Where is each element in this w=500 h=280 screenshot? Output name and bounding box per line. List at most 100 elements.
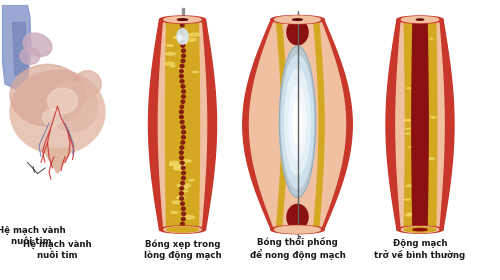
Ellipse shape	[180, 192, 184, 195]
Ellipse shape	[290, 84, 306, 160]
Ellipse shape	[426, 158, 434, 160]
Ellipse shape	[293, 99, 302, 144]
Ellipse shape	[180, 222, 184, 226]
Ellipse shape	[180, 156, 184, 159]
Polygon shape	[42, 148, 72, 174]
Ellipse shape	[174, 166, 183, 168]
Ellipse shape	[10, 70, 105, 154]
Polygon shape	[427, 20, 437, 230]
Ellipse shape	[180, 105, 184, 108]
Polygon shape	[396, 20, 444, 230]
Ellipse shape	[180, 115, 184, 119]
Ellipse shape	[270, 15, 324, 24]
Ellipse shape	[164, 227, 201, 232]
Ellipse shape	[180, 39, 184, 42]
Ellipse shape	[287, 204, 308, 230]
Polygon shape	[412, 20, 428, 230]
Ellipse shape	[174, 167, 186, 170]
Ellipse shape	[171, 212, 178, 213]
Ellipse shape	[166, 227, 198, 232]
Ellipse shape	[182, 212, 186, 216]
Ellipse shape	[182, 90, 186, 93]
Polygon shape	[404, 20, 414, 230]
Ellipse shape	[416, 19, 424, 20]
Ellipse shape	[23, 33, 52, 57]
Ellipse shape	[176, 197, 185, 199]
Text: Động mạch
trở về bình thường: Động mạch trở về bình thường	[374, 239, 466, 260]
Polygon shape	[243, 20, 352, 230]
Ellipse shape	[192, 71, 198, 73]
Text: Bóng thổi phồng
để nong động mạch: Bóng thổi phồng để nong động mạch	[250, 236, 346, 260]
Ellipse shape	[181, 59, 185, 62]
Ellipse shape	[182, 190, 188, 192]
Ellipse shape	[274, 226, 320, 233]
Ellipse shape	[280, 46, 316, 197]
Ellipse shape	[274, 16, 320, 23]
Ellipse shape	[404, 199, 410, 200]
Ellipse shape	[182, 95, 186, 98]
Ellipse shape	[180, 120, 184, 124]
Ellipse shape	[180, 29, 184, 32]
Ellipse shape	[397, 226, 443, 233]
Ellipse shape	[430, 38, 433, 39]
Ellipse shape	[180, 34, 184, 37]
Polygon shape	[314, 20, 324, 230]
Ellipse shape	[180, 181, 184, 185]
Ellipse shape	[404, 227, 436, 232]
Ellipse shape	[20, 48, 40, 64]
Ellipse shape	[182, 160, 192, 162]
Ellipse shape	[166, 53, 175, 55]
Ellipse shape	[182, 54, 186, 57]
Text: Hệ mạch vành
nuôi tim: Hệ mạch vành nuôi tim	[0, 226, 66, 246]
Ellipse shape	[404, 119, 411, 121]
Ellipse shape	[180, 69, 184, 73]
Ellipse shape	[48, 88, 78, 113]
Ellipse shape	[180, 161, 184, 165]
Ellipse shape	[182, 130, 186, 134]
Ellipse shape	[406, 133, 410, 134]
Ellipse shape	[285, 69, 310, 175]
Ellipse shape	[74, 71, 101, 97]
Ellipse shape	[177, 184, 190, 187]
Polygon shape	[148, 20, 216, 230]
Ellipse shape	[402, 227, 438, 232]
Ellipse shape	[178, 19, 188, 20]
Ellipse shape	[160, 16, 206, 23]
Ellipse shape	[188, 179, 194, 181]
Ellipse shape	[180, 146, 184, 149]
Polygon shape	[12, 22, 28, 76]
Ellipse shape	[182, 166, 185, 170]
Ellipse shape	[397, 16, 443, 23]
Ellipse shape	[406, 215, 411, 216]
Ellipse shape	[182, 49, 186, 52]
Ellipse shape	[164, 62, 174, 65]
Ellipse shape	[184, 38, 196, 41]
Ellipse shape	[170, 66, 175, 67]
Ellipse shape	[182, 171, 186, 175]
Ellipse shape	[181, 106, 185, 107]
Polygon shape	[386, 20, 454, 230]
Ellipse shape	[176, 164, 186, 166]
Ellipse shape	[182, 217, 185, 221]
Ellipse shape	[180, 64, 184, 68]
Ellipse shape	[406, 128, 410, 129]
Ellipse shape	[407, 88, 412, 89]
Ellipse shape	[180, 110, 184, 113]
Ellipse shape	[183, 188, 188, 189]
Ellipse shape	[174, 36, 184, 39]
Ellipse shape	[182, 136, 186, 139]
Ellipse shape	[177, 29, 188, 44]
Text: Bóng xẹp trong
lòng động mạch: Bóng xẹp trong lòng động mạch	[144, 239, 222, 260]
Ellipse shape	[172, 201, 182, 204]
Polygon shape	[2, 6, 31, 90]
Ellipse shape	[10, 64, 85, 126]
Polygon shape	[276, 20, 287, 230]
Ellipse shape	[170, 161, 178, 164]
Ellipse shape	[430, 117, 436, 118]
Ellipse shape	[169, 164, 176, 166]
Polygon shape	[182, 8, 184, 22]
Ellipse shape	[181, 100, 185, 103]
Ellipse shape	[178, 69, 184, 70]
Ellipse shape	[406, 185, 414, 186]
Ellipse shape	[183, 43, 188, 44]
